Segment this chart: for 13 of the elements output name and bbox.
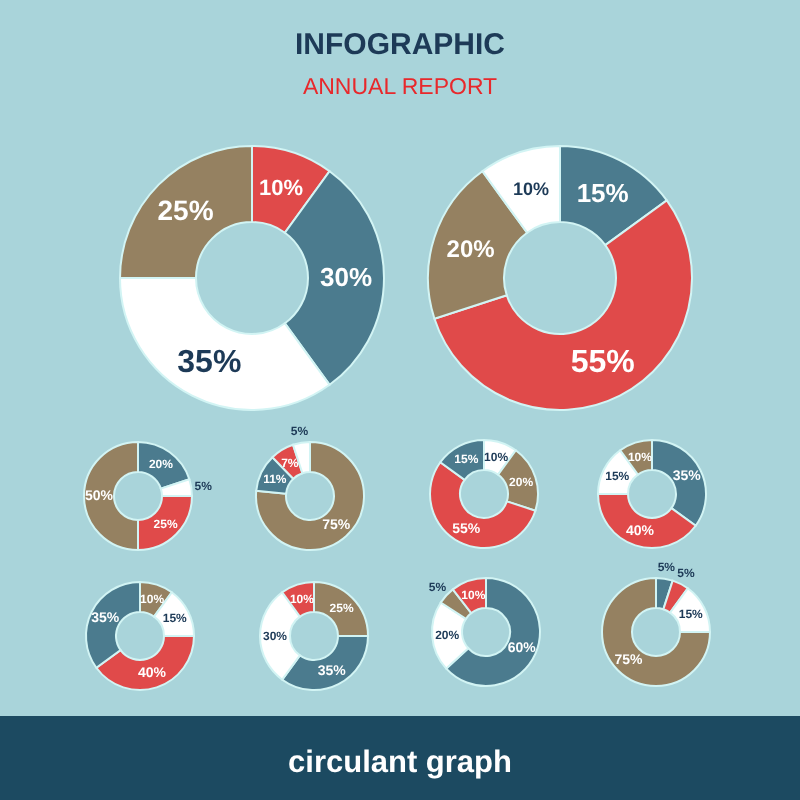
- data-label: 25%: [157, 193, 215, 226]
- text: circulant graph: [288, 746, 512, 780]
- data-label: 10%: [259, 176, 304, 201]
- data-label: 55%: [570, 345, 635, 380]
- data-label: 35%: [177, 345, 242, 380]
- data-label: 30%: [319, 262, 373, 292]
- chart-title: INFOGRAPHIC: [295, 28, 506, 62]
- donut-slice: [601, 577, 711, 687]
- donut-slice: [255, 441, 365, 551]
- chart-subtitle: ANNUAL REPORT: [302, 76, 498, 100]
- data-label: 20%: [446, 234, 496, 263]
- data-label: 10%: [512, 178, 549, 199]
- data-label: 15%: [576, 178, 630, 209]
